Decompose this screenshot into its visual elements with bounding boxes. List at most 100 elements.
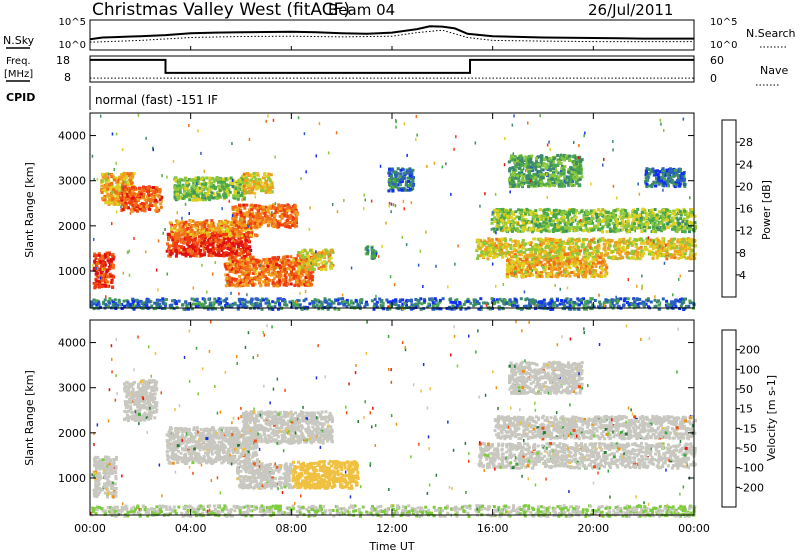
echo-cell [118,185,122,189]
echo-cell [232,215,236,219]
echo-cell [107,251,111,255]
echo-cell [673,243,677,247]
echo-cell [227,188,231,192]
date-label: 26/Jul/2011 [588,1,673,19]
echo-cell [203,239,207,243]
echo-cell [649,241,652,245]
echo-cell [272,265,276,269]
echo-cell [635,254,639,258]
echo-cell [200,253,204,257]
echo-cell [168,254,172,258]
echo-cell [303,256,307,259]
echo-cell [635,218,639,221]
echo-cell [600,212,604,216]
echo-cell [130,181,134,185]
echo-cell [249,205,253,209]
echo-cell [562,230,565,234]
echo-cell [177,250,181,254]
echo-cell [531,215,535,219]
echo-cell [407,180,411,183]
echo-cell [230,223,234,227]
echo-cell [98,267,102,271]
echo-cell [327,255,331,259]
echo-cell [276,270,280,274]
echo-cell [126,187,129,191]
echo-cell [554,208,558,212]
echo-cell [201,185,205,189]
echo-cell [231,206,235,209]
echo-cell [324,261,328,265]
echo-cell [97,252,101,256]
echo-cell [545,224,549,228]
echo-cell [247,210,251,214]
echo-cell [223,237,227,241]
echo-cell [283,259,287,263]
echo-cell [287,263,291,267]
echo-cell [248,191,252,195]
echo-cell [139,205,143,209]
echo-cell [105,185,109,189]
echo-cell [250,231,254,235]
echo-cell [229,176,233,180]
echo-cell [200,224,204,228]
echo-cell [618,253,622,257]
echo-cell [211,184,215,187]
echo-cell [277,277,281,281]
echo-cell [240,240,244,244]
echo-cell [221,177,225,181]
echo-cell [146,195,150,199]
echo-cell [499,227,503,231]
echo-cell [138,207,142,211]
echo-cell [527,241,531,245]
echo-cell [243,233,247,237]
echo-cell [549,217,552,221]
echo-cell [234,232,238,236]
echo-cell [235,212,239,216]
echo-cell [632,240,636,244]
echo-cell [564,210,568,214]
echo-cell [111,197,115,201]
echo-cell [126,172,130,176]
echo-cell [118,175,122,179]
echo-cell [259,184,263,188]
echo-cell [138,190,142,194]
echo-cell [591,216,595,220]
echo-cell [297,282,300,286]
echo-cell [579,249,582,253]
echo-cell [175,187,178,191]
echo-cell [546,213,550,217]
echo-cell [203,198,207,202]
echo-cell [267,172,271,176]
echo-cell [291,265,295,269]
echo-cell [504,254,508,258]
echo-cell [251,215,255,219]
echo-cell [198,229,202,233]
echo-cell [488,247,492,251]
echo-cell [639,216,643,220]
echo-cell [113,202,117,206]
echo-cell [236,221,240,225]
echo-cell [370,254,374,258]
echo-cell [570,216,574,220]
echo-cell [506,228,510,232]
echo-cell [593,224,596,228]
echo-cell [243,255,247,258]
echo-cell [244,259,248,262]
echo-cell [132,207,136,211]
echo-cell [239,232,243,236]
echo-cell [232,180,236,184]
echo-cell [661,237,665,241]
echo-cell [183,196,187,200]
echo-cell [154,198,158,202]
echo-cell [259,181,263,185]
echo-cell [549,248,552,252]
echo-cell [544,229,548,233]
echo-cell [293,261,297,265]
echo-cell [560,259,564,263]
echo-cell [100,285,104,288]
echo-cell [191,178,195,182]
echo-cell [234,265,238,269]
echo-cell [246,263,250,267]
echo-cell [521,238,525,242]
echo-cell [126,195,130,198]
